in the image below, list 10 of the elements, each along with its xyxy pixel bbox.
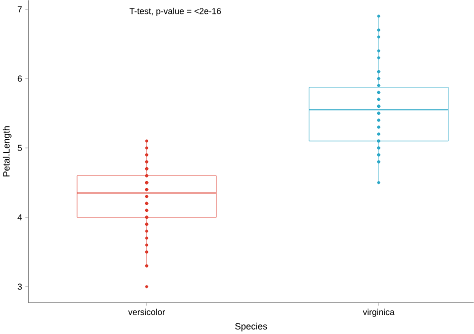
y-tick-label: 6 xyxy=(18,75,22,82)
x-axis-title: Species xyxy=(235,322,268,332)
y-tick-label: 5 xyxy=(18,144,22,151)
y-tick-label: 7 xyxy=(18,6,22,12)
annotation: T-test, p-value = <2e-16 xyxy=(130,8,221,16)
x-tick-label: versicolor xyxy=(128,308,166,315)
y-axis-title: Petal.Length xyxy=(2,126,12,176)
y-tick-label: 3 xyxy=(18,284,22,290)
y-tick-label: 4 xyxy=(18,214,22,220)
x-tick-label: virginica xyxy=(362,308,395,317)
